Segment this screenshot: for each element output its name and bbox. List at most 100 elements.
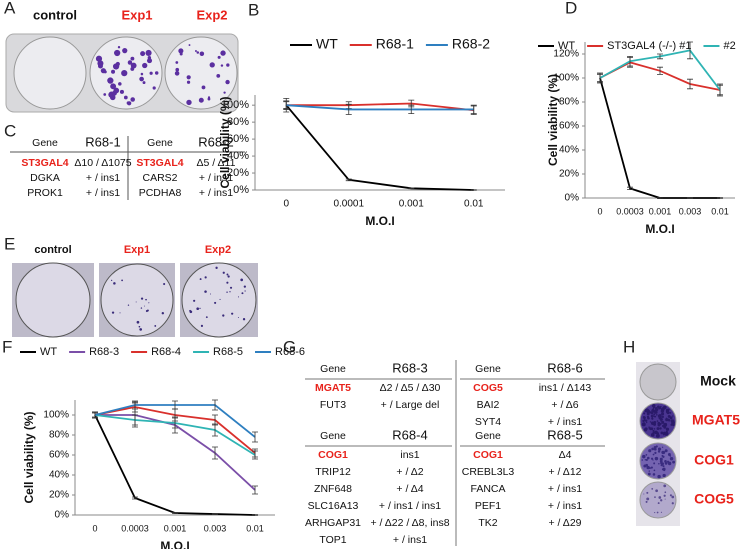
well [13, 36, 87, 110]
colony [653, 428, 656, 430]
panel-label: B [248, 0, 259, 19]
y-tick-label: 100% [553, 73, 579, 84]
colony [186, 99, 192, 106]
sample-label: Mock [700, 373, 736, 389]
error-bar [627, 186, 633, 190]
error-bar [687, 41, 693, 60]
legend-label: R68-1 [376, 36, 414, 52]
colony [178, 48, 184, 54]
table-header: Gene [320, 430, 346, 442]
x-tick-label: 0.0003 [121, 523, 149, 533]
table-header: R68-4 [392, 427, 427, 442]
table-header: Gene [475, 363, 501, 375]
colony [654, 415, 657, 418]
colony [140, 297, 144, 300]
colony [646, 491, 649, 494]
colony [645, 458, 648, 462]
table-cell: + / ins1 [86, 172, 120, 184]
error-bar [345, 103, 352, 115]
colony [227, 275, 230, 278]
table-header: R68-5 [547, 427, 582, 442]
table-cell: + / ins1 [199, 187, 233, 199]
colony [209, 293, 211, 295]
colony [644, 419, 648, 422]
colony [651, 417, 654, 420]
colony [657, 450, 661, 453]
colony [215, 266, 218, 269]
table-cell: Δ2 / Δ5 / Δ30 [380, 382, 441, 394]
x-tick-label: 0.001 [399, 199, 424, 210]
error-bar [132, 414, 138, 426]
colony [667, 461, 672, 466]
colony [656, 511, 659, 514]
colony [648, 470, 650, 472]
error-bar [172, 400, 178, 410]
colony [652, 429, 655, 432]
y-tick-label: 80% [227, 116, 249, 128]
x-tick-label: 0.003 [204, 523, 227, 533]
table-cell: SLC16A13 [308, 500, 359, 512]
colony [111, 279, 113, 281]
y-tick-label: 40% [227, 150, 249, 162]
colony [653, 409, 656, 413]
y-tick-label: 0% [233, 184, 249, 196]
colony [163, 282, 166, 286]
colony [650, 414, 654, 418]
colony [664, 498, 666, 500]
colony [652, 459, 654, 461]
x-tick-label: 0.01 [464, 199, 484, 210]
y-tick-label: 100% [43, 410, 69, 421]
colony [243, 285, 246, 288]
y-tick-label: 120% [553, 49, 579, 60]
colony [671, 495, 675, 499]
colony [648, 426, 650, 428]
table-cell: + / Δ6 [551, 399, 578, 411]
colony [668, 419, 671, 422]
colony [130, 56, 135, 61]
colony [648, 410, 651, 414]
colony [642, 416, 646, 419]
colony [663, 484, 667, 488]
error-bar [345, 178, 352, 182]
colony [139, 76, 144, 82]
table-cell: TRIP12 [315, 466, 351, 478]
colony [652, 431, 655, 434]
error-bar [470, 104, 477, 115]
colony [154, 71, 159, 75]
colony [651, 403, 656, 408]
well [639, 481, 677, 519]
panel-label: E [4, 234, 15, 253]
colony [662, 433, 665, 436]
colony [127, 60, 133, 65]
legend-label: R68-4 [151, 346, 181, 358]
colony [672, 460, 675, 464]
colony [652, 407, 655, 410]
colony [113, 87, 120, 94]
colony [664, 449, 668, 453]
table-cell: TOP1 [319, 534, 346, 546]
colony [655, 408, 659, 412]
colony [140, 72, 144, 76]
error-bar [172, 417, 178, 429]
colony [651, 447, 654, 451]
colony [661, 446, 664, 448]
colony [112, 63, 120, 70]
colony [244, 290, 246, 292]
colony [199, 51, 205, 57]
error-bar [252, 450, 258, 460]
well [100, 263, 174, 337]
table-cell: Δ10 / Δ1075 [74, 157, 131, 169]
x-tick-label: 0 [92, 523, 97, 533]
table-cell: ST3GAL4 [21, 157, 68, 169]
table-header: Gene [320, 363, 346, 375]
table-cell: COG1 [318, 449, 348, 461]
error-bar [132, 496, 138, 500]
colony [139, 328, 143, 331]
table-cell: + / Δ2 [396, 466, 423, 478]
error-bar [283, 101, 290, 109]
table-cell: + / Δ12 [549, 466, 582, 478]
colony [664, 491, 667, 494]
colony [658, 406, 662, 410]
x-tick-label: 0.01 [246, 523, 264, 533]
panel-label: F [2, 337, 12, 356]
